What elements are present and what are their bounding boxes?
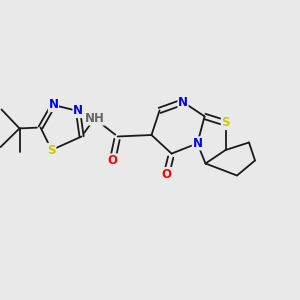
Text: O: O (107, 154, 118, 167)
Text: S: S (221, 116, 230, 130)
Text: N: N (73, 104, 83, 118)
Text: NH: NH (85, 112, 104, 125)
Text: O: O (161, 167, 172, 181)
Text: N: N (48, 98, 59, 112)
Text: N: N (178, 95, 188, 109)
Text: S: S (47, 143, 56, 157)
Text: N: N (192, 137, 203, 150)
